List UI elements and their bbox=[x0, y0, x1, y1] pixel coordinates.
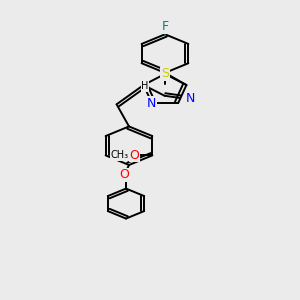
Text: H: H bbox=[141, 81, 149, 91]
Text: N: N bbox=[185, 92, 195, 106]
Text: F: F bbox=[161, 20, 169, 33]
Text: O: O bbox=[120, 168, 129, 181]
Text: N: N bbox=[147, 97, 157, 110]
Text: O: O bbox=[129, 149, 139, 162]
Text: CH₃: CH₃ bbox=[110, 150, 128, 161]
Text: S: S bbox=[161, 68, 169, 80]
